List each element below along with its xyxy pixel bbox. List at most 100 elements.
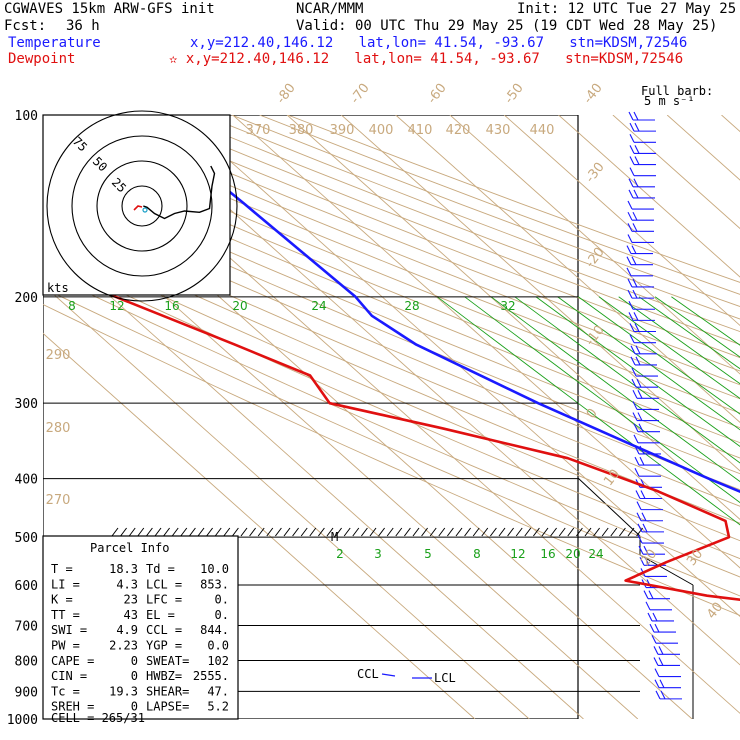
mixing-ratio-label: 24: [588, 547, 603, 561]
dry-adiabat-label: 390: [330, 123, 355, 138]
wind-barb: [641, 512, 647, 522]
isotherm-line: [504, 115, 740, 327]
hatch-mark: [438, 527, 446, 537]
hatch-mark: [188, 527, 196, 537]
pressure-tick-label: 400: [15, 473, 38, 488]
dry-adiabat-label: 290: [46, 348, 71, 363]
hatch-mark: [231, 527, 239, 537]
hodograph-ring: [121, 185, 163, 227]
parcel-label-right: HWBZ=: [146, 669, 182, 683]
mixing-ratio-label: 24: [311, 299, 326, 313]
wind-barb: [636, 378, 642, 388]
isotherm-line: [395, 115, 740, 424]
mixing-ratio-label: 32: [500, 299, 515, 313]
pressure-tick-label: 100: [15, 109, 38, 124]
isotherm-line: [449, 115, 740, 375]
hatch-mark: [335, 527, 343, 537]
wind-barb: [633, 111, 639, 121]
isotherm-line: [341, 115, 740, 472]
dry-adiabat-line: [62, 115, 740, 386]
dry-adiabat-line: [43, 303, 740, 616]
wind-barb: [634, 122, 640, 132]
hodograph-ring: [46, 110, 238, 302]
hatch-mark: [111, 527, 119, 537]
hodograph-low-level-trace: [133, 205, 143, 211]
mixing-ratio-line: [578, 296, 740, 415]
hodograph-units-label: kts: [47, 281, 69, 295]
hatch-mark: [197, 527, 205, 537]
wind-barb: [632, 412, 638, 421]
dry-adiabat-line: [43, 196, 740, 491]
dry-adiabat-line: [43, 225, 740, 524]
hatch-mark: [343, 527, 351, 537]
wind-barb: [640, 490, 646, 499]
hatch-mark: [249, 527, 257, 537]
hatch-mark: [533, 527, 540, 537]
organization-label: NCAR/MMM: [296, 1, 364, 17]
wind-barb: [635, 345, 641, 355]
wind-barb: [654, 623, 660, 633]
hatch-mark: [128, 527, 136, 537]
dry-adiabat-label: 440: [530, 123, 555, 138]
mixing-ratio-line: [437, 296, 740, 526]
wind-barb: [637, 534, 643, 544]
temperature-legend-label: Temperature: [8, 35, 101, 51]
temperature-profile-line: [134, 115, 740, 494]
hatch-mark: [309, 527, 317, 537]
hatch-mark: [386, 527, 394, 537]
parcel-value-left: 19.3: [109, 684, 138, 698]
hatch-mark: [550, 527, 557, 537]
dewpoint-profile-line: [43, 264, 740, 602]
mixing-ratio-label: 28: [404, 299, 419, 313]
parcel-value-right: 2555.: [193, 669, 229, 683]
dry-adiabat-label: 380: [289, 123, 314, 138]
wind-barb: [627, 234, 633, 243]
parcel-info-title: Parcel Info: [90, 541, 169, 555]
parcel-label-left: K =: [51, 593, 73, 607]
dry-adiabat-line: [118, 115, 740, 359]
hatch-mark: [257, 527, 265, 537]
hatch-mark: [145, 527, 153, 537]
pressure-tick-label: 500: [15, 531, 38, 546]
pressure-tick-label: 300: [15, 397, 38, 412]
hatch-mark: [412, 527, 420, 537]
dry-adiabat-line: [259, 115, 740, 295]
parcel-label-right: YGP =: [146, 639, 182, 653]
parcel-value-left: 43: [124, 608, 138, 622]
wind-barb: [651, 634, 657, 644]
ccl-tick: [381, 673, 396, 677]
wind-barb: [629, 156, 635, 165]
dry-adiabat-label: 280: [46, 421, 71, 436]
wind-barb: [629, 134, 635, 143]
mixing-ratio-label: 5: [424, 547, 432, 561]
wind-barb: [635, 490, 641, 499]
wind-barb: [643, 545, 649, 555]
parcel-label-left: T =: [51, 562, 73, 576]
wind-barb: [658, 646, 664, 655]
hatch-mark: [317, 527, 325, 537]
hatch-mark: [507, 527, 514, 537]
wind-barb: [637, 523, 643, 533]
hatch-mark: [300, 527, 308, 537]
hatch-mark: [326, 527, 334, 537]
wind-barb: [633, 434, 639, 444]
wind-barb: [630, 345, 636, 355]
wind-barb: [628, 111, 634, 121]
parcel-label-left: Tc =: [51, 684, 80, 698]
hatch-mark: [360, 527, 368, 537]
dry-adiabat-line: [43, 130, 740, 414]
hatch-mark: [352, 527, 360, 537]
isotherm-label: 0: [584, 406, 601, 422]
hatch-mark: [292, 527, 300, 537]
dry-adiabat-line: [43, 271, 740, 578]
parcel-label-left: CIN =: [51, 669, 87, 683]
wind-barb: [634, 145, 640, 154]
wind-barb: [632, 278, 638, 288]
pressure-tick-label: 800: [15, 654, 38, 669]
mixing-ratio-label: 12: [510, 547, 525, 561]
parcel-label-right: LFC =: [146, 593, 182, 607]
dry-adiabat-line: [43, 287, 740, 597]
hatch-mark: [567, 527, 575, 537]
wind-barb: [660, 690, 666, 700]
dry-adiabat-line: [231, 115, 740, 308]
